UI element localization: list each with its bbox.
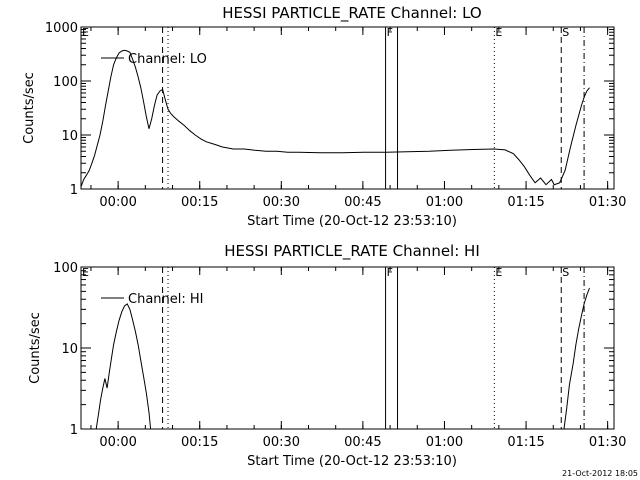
panel-hi-xticks: 00:00 00:15 00:30 00:45 01:00 01:15 01:30	[90, 267, 626, 450]
panel-hi-xtick-label: 00:45	[344, 435, 381, 450]
panel-lo-ylabel: Counts/sec	[22, 72, 37, 144]
panel-hi-xlabel: Start Time (20-Oct-12 23:53:10)	[247, 454, 457, 469]
panel-lo-marker-label: F	[387, 26, 393, 39]
panel-hi-marker-label: F	[387, 266, 393, 279]
panel-hi-title: HESSI PARTICLE_RATE Channel: HI	[224, 242, 480, 261]
panel-lo-legend-label: Channel: LO	[128, 52, 207, 67]
panel-hi-xtick-label: 00:00	[99, 435, 136, 450]
panel-lo-title: HESSI PARTICLE_RATE Channel: LO	[222, 4, 481, 23]
panel-lo-ytick-label: 1000	[45, 21, 78, 36]
panel-hi-xtick-label: 01:00	[426, 435, 463, 450]
panel-hi: HESSI PARTICLE_RATE Channel: HI Start Ti…	[28, 242, 626, 469]
panel-hi-series-line	[95, 303, 152, 430]
panel-lo-xtick-label: 01:30	[589, 195, 626, 210]
panel-lo-marker-label: E	[82, 26, 89, 39]
panel-hi-ytick-label: 1	[70, 423, 78, 438]
panel-lo: HESSI PARTICLE_RATE Channel: LO Start Ti…	[22, 4, 626, 229]
panel-lo-series	[80, 49, 590, 187]
panel-lo-legend: Channel: LO	[101, 52, 207, 67]
panel-lo-marker-label: E	[495, 26, 502, 39]
panel-lo-xtick-label: 01:15	[507, 195, 544, 210]
panel-lo-frame	[80, 26, 615, 190]
panel-lo-ytick-label: 100	[53, 75, 78, 90]
panel-hi-xtick-label: 00:15	[181, 435, 218, 450]
panel-hi-legend-label: Channel: HI	[128, 292, 204, 307]
panel-lo-xtick-label: 00:15	[181, 195, 218, 210]
panel-hi-ylabel: Counts/sec	[28, 312, 43, 384]
panel-hi-series-line	[563, 287, 590, 430]
footer-timestamp: 21-Oct-2012 18:05	[562, 469, 638, 478]
panel-lo-ytick-label: 10	[61, 129, 78, 144]
panel-hi-xtick-label: 00:30	[263, 435, 300, 450]
panel-lo-xtick-label: 01:00	[426, 195, 463, 210]
panel-lo-yticks: 1 10 100 1000	[45, 21, 614, 198]
panel-lo-ytick-label: 1	[70, 183, 78, 198]
panel-hi-marker-label: E	[495, 266, 502, 279]
panel-hi-yticks: 1 10 100	[53, 261, 614, 438]
panel-lo-marker-label: S	[562, 26, 569, 39]
panel-lo-xticks: 00:00 00:15 00:30 00:45 01:00 01:15 01:30	[90, 27, 626, 210]
panel-hi-marker-label: E	[82, 266, 89, 279]
panel-lo-xlabel: Start Time (20-Oct-12 23:53:10)	[247, 214, 457, 229]
panel-lo-series-line	[80, 49, 590, 187]
panel-hi-series	[95, 287, 590, 430]
panel-hi-xtick-label: 01:15	[507, 435, 544, 450]
panel-hi-legend: Channel: HI	[101, 292, 204, 307]
panel-lo-xtick-label: 00:45	[344, 195, 381, 210]
panel-hi-ytick-label: 10	[61, 342, 78, 357]
panel-hi-marker-label: S	[562, 266, 569, 279]
panel-hi-ytick-label: 100	[53, 261, 78, 276]
panel-lo-xtick-label: 00:30	[263, 195, 300, 210]
panel-lo-xtick-label: 00:00	[99, 195, 136, 210]
panel-hi-xtick-label: 01:30	[589, 435, 626, 450]
